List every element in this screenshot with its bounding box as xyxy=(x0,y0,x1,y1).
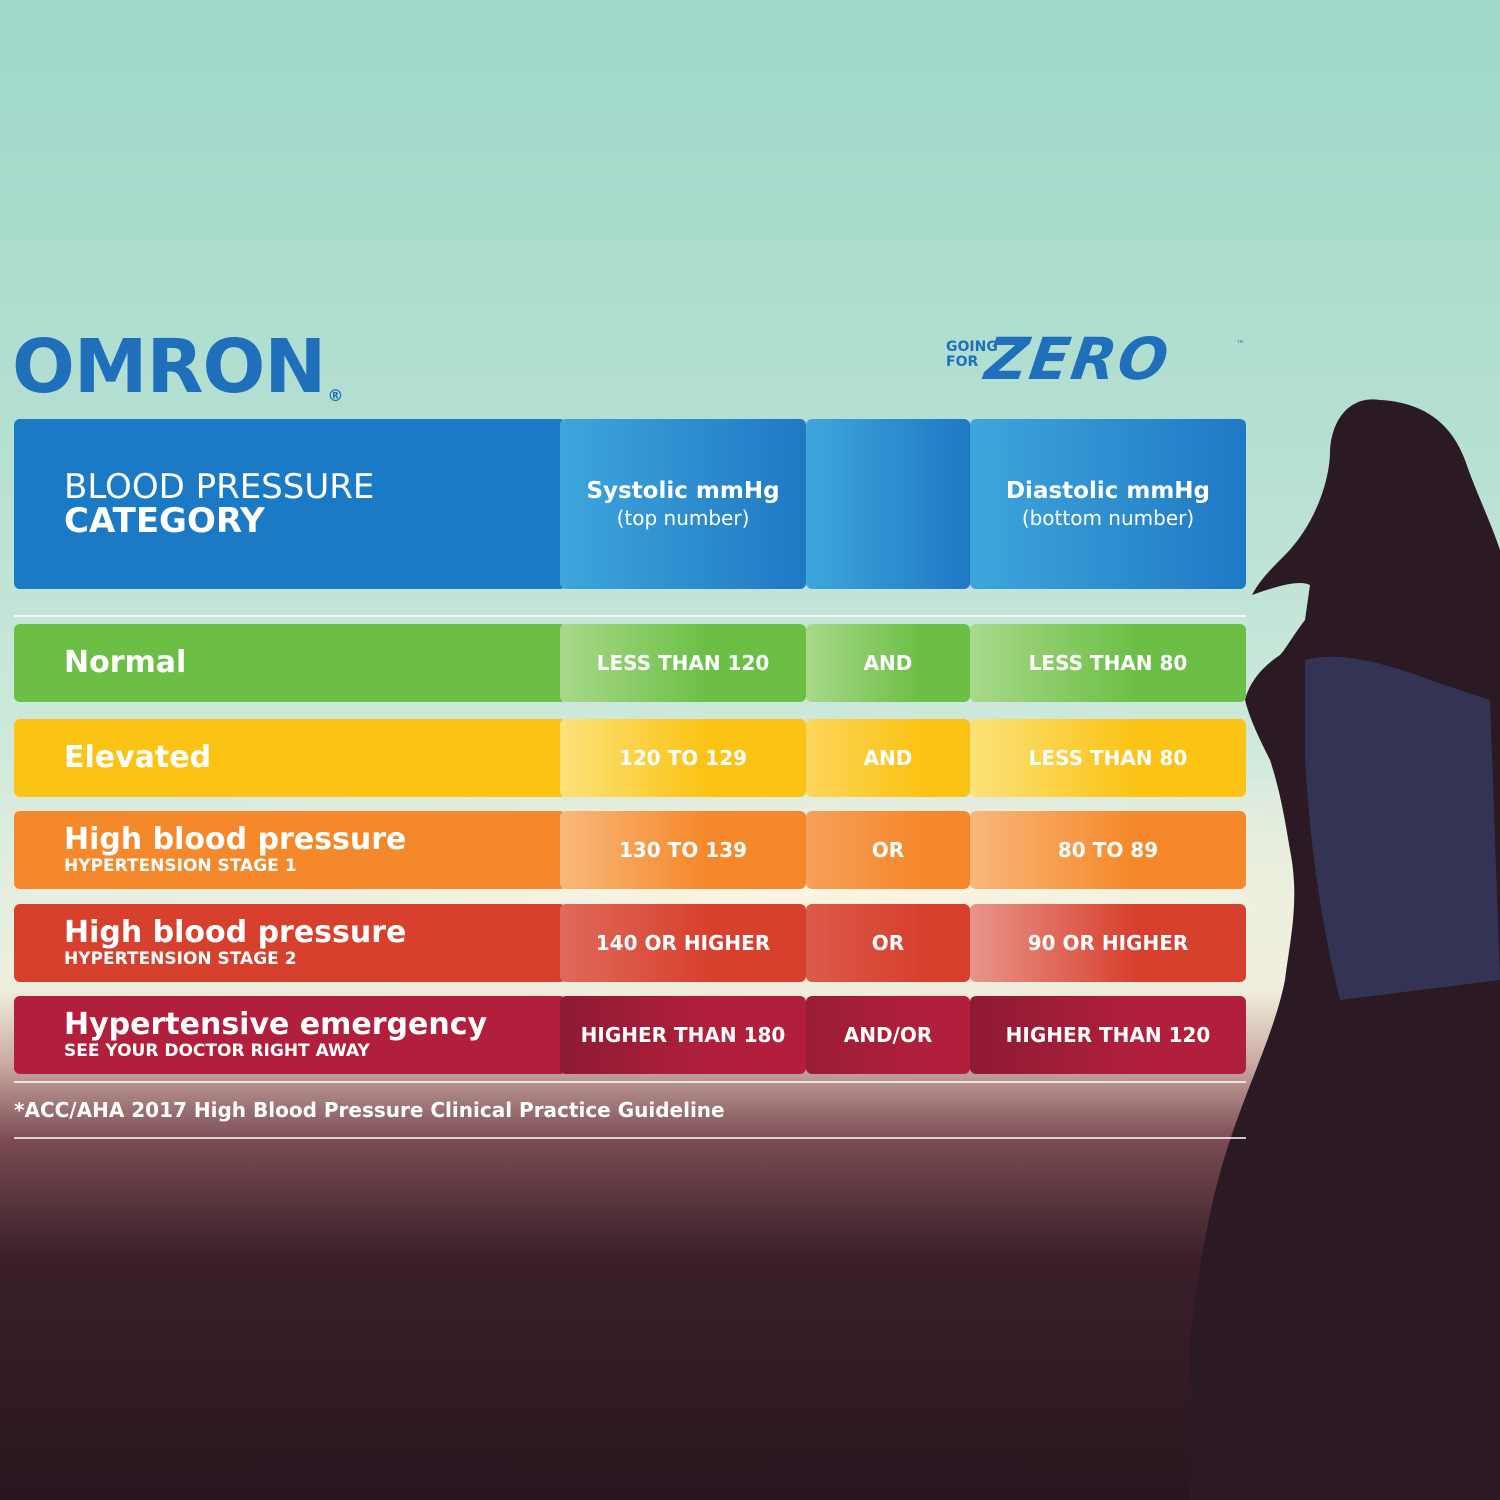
row-diastolic-value: 80 TO 89 xyxy=(1057,838,1159,862)
row-normal-diastolic: LESS THAN 80 xyxy=(970,624,1246,702)
row-diastolic-value: HIGHER THAN 120 xyxy=(1005,1023,1211,1047)
row-emergency-systolic: HIGHER THAN 180 xyxy=(560,996,806,1074)
header-systolic-title: Systolic mmHg xyxy=(586,478,780,505)
divider-line xyxy=(14,1137,1246,1139)
row-emergency-category: Hypertensive emergency SEE YOUR DOCTOR R… xyxy=(14,996,566,1074)
row-category-label: High blood pressure xyxy=(64,914,407,950)
row-stage2-diastolic: 90 OR HIGHER xyxy=(970,904,1246,982)
going-text: GOING xyxy=(946,339,998,355)
row-stage1-systolic: 130 TO 139 xyxy=(560,811,806,889)
going-for-text: GOING FOR xyxy=(946,340,998,370)
row-diastolic-value: LESS THAN 80 xyxy=(1028,746,1188,770)
header-diastolic-sub: (bottom number) xyxy=(1021,505,1195,530)
for-text: FOR xyxy=(946,354,979,370)
divider-line xyxy=(14,1081,1246,1083)
row-stage2-connector: OR xyxy=(806,904,970,982)
runner-silhouette-image xyxy=(1190,399,1500,1500)
header-diastolic-title: Diastolic mmHg xyxy=(1005,478,1211,505)
row-systolic-value: LESS THAN 120 xyxy=(596,651,770,675)
header-category-line2: CATEGORY xyxy=(64,501,265,541)
row-category-label: Normal xyxy=(64,645,187,681)
row-stage2-category: High blood pressure HYPERTENSION STAGE 2 xyxy=(14,904,566,982)
row-systolic-value: 130 TO 139 xyxy=(618,838,748,862)
row-stage1-category: High blood pressure HYPERTENSION STAGE 1 xyxy=(14,811,566,889)
row-diastolic-value: 90 OR HIGHER xyxy=(1027,931,1189,955)
row-category-label: Hypertensive emergency xyxy=(64,1006,488,1042)
row-elevated-diastolic: LESS THAN 80 xyxy=(970,719,1246,797)
row-normal-connector: AND xyxy=(806,624,970,702)
header-connector-cell xyxy=(806,419,970,589)
row-normal-category: Normal xyxy=(14,624,566,702)
row-emergency-connector: AND/OR xyxy=(806,996,970,1074)
row-category-sub: HYPERTENSION STAGE 2 xyxy=(64,949,297,970)
footnote: *ACC/AHA 2017 High Blood Pressure Clinic… xyxy=(14,1098,725,1122)
row-category-sub: HYPERTENSION STAGE 1 xyxy=(64,856,297,877)
row-normal-systolic: LESS THAN 120 xyxy=(560,624,806,702)
going-for-zero-logo: GOING FOR ZERO ™ xyxy=(946,325,1246,402)
row-category-label: Elevated xyxy=(64,740,212,776)
divider-line xyxy=(14,615,1246,617)
row-systolic-value: 120 TO 129 xyxy=(618,746,748,770)
header-category-cell: BLOOD PRESSURE CATEGORY xyxy=(14,419,566,589)
row-stage1-diastolic: 80 TO 89 xyxy=(970,811,1246,889)
header-category-line1: BLOOD PRESSURE xyxy=(64,467,375,507)
trademark-mark: ™ xyxy=(1236,340,1245,350)
row-elevated-connector: AND xyxy=(806,719,970,797)
header-systolic-cell: Systolic mmHg (top number) xyxy=(560,419,806,589)
row-connector-value: AND xyxy=(863,651,913,675)
row-connector-value: OR xyxy=(871,838,905,862)
row-connector-value: OR xyxy=(871,931,905,955)
row-diastolic-value: LESS THAN 80 xyxy=(1028,651,1188,675)
row-systolic-value: 140 OR HIGHER xyxy=(595,931,771,955)
row-elevated-category: Elevated xyxy=(14,719,566,797)
omron-logo: OMRON ® xyxy=(12,330,343,405)
row-stage2-systolic: 140 OR HIGHER xyxy=(560,904,806,982)
row-elevated-systolic: 120 TO 129 xyxy=(560,719,806,797)
row-connector-value: AND/OR xyxy=(843,1023,933,1047)
row-systolic-value: HIGHER THAN 180 xyxy=(580,1023,786,1047)
zero-word: ZERO xyxy=(981,325,1175,393)
row-emergency-diastolic: HIGHER THAN 120 xyxy=(970,996,1246,1074)
row-stage1-connector: OR xyxy=(806,811,970,889)
header-diastolic-cell: Diastolic mmHg (bottom number) xyxy=(970,419,1246,589)
row-category-sub: SEE YOUR DOCTOR RIGHT AWAY xyxy=(64,1041,370,1062)
header-systolic-sub: (top number) xyxy=(616,505,750,530)
omron-logo-text: OMRON xyxy=(12,324,326,410)
row-connector-value: AND xyxy=(863,746,913,770)
row-category-label: High blood pressure xyxy=(64,821,407,857)
registered-mark: ® xyxy=(327,386,343,405)
